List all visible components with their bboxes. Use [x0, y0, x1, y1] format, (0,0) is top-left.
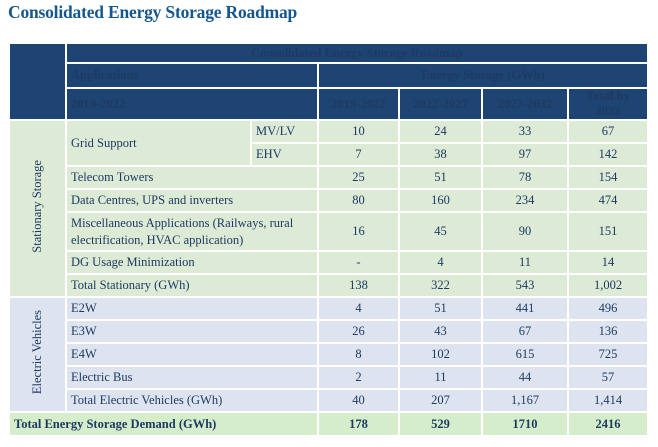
grand-total-value: 178: [317, 411, 400, 437]
cell-value: 78: [481, 165, 569, 190]
section-label-electric-vehicles: Electric Vehicles: [8, 296, 67, 413]
cell-value: 207: [398, 388, 483, 413]
cell-value: 97: [481, 142, 569, 167]
cell-value: 25: [317, 165, 400, 190]
energy-storage-roadmap-table: Consolidated Energy Storage Roadmap Appl…: [8, 42, 649, 437]
cell-application-label: DG Usage Minimization: [65, 250, 319, 275]
year-col-header: Total by 2032: [567, 87, 649, 121]
cell-application-label: Electric Bus: [65, 365, 319, 390]
cell-value: 4: [398, 250, 483, 275]
cell-value: 151: [567, 211, 649, 252]
cell-value: 322: [398, 273, 483, 298]
table-row: Stationary Storage Grid Support MV/LV 10…: [8, 119, 649, 298]
cell-value: 51: [398, 296, 483, 321]
table-row: Telecom Towers 25 51 78 154: [9, 165, 649, 190]
section-label-stationary-storage: Stationary Storage: [8, 119, 67, 298]
table-row: Electric Vehicles E2W 4 51 441 496: [8, 296, 649, 413]
table-row: E3W 26 43 67 136: [9, 319, 649, 344]
cell-value: 2: [317, 365, 400, 390]
cell-value: 154: [567, 165, 649, 190]
sidebar-header-cell: [8, 42, 67, 121]
cell-application-label: E2W: [65, 296, 319, 321]
cell-value: 8: [317, 342, 400, 367]
cell-value: 33: [481, 119, 569, 144]
cell-application-label: E4W: [65, 342, 319, 367]
cell-value: 40: [317, 388, 400, 413]
cell-value: 45: [398, 211, 483, 252]
table-row: Total Stationary (GWh) 138 322 543 1,002: [9, 273, 649, 298]
year-col-header: 2027-2032: [481, 87, 569, 121]
cell-value: 11: [398, 365, 483, 390]
cell-value: 615: [481, 342, 569, 367]
stationary-storage-vertical-label: Stationary Storage: [30, 160, 44, 253]
cell-grid-support-label: Grid Support: [65, 119, 252, 167]
cell-value: 234: [481, 188, 569, 213]
cell-value: 14: [567, 250, 649, 275]
cell-value: 138: [317, 273, 400, 298]
cell-value: 142: [567, 142, 649, 167]
cell-grid-support-sub: EHV: [250, 142, 319, 167]
grand-total-row: Total Energy Storage Demand (GWh) 178 52…: [8, 411, 649, 437]
cell-value: 67: [567, 119, 649, 144]
table-row: Miscellaneous Applications (Railways, ru…: [9, 211, 649, 252]
grand-total-label: Total Energy Storage Demand (GWh): [8, 411, 319, 437]
cell-value: 57: [567, 365, 649, 390]
applications-header: Applications: [65, 62, 319, 89]
cell-value: 26: [317, 319, 400, 344]
cell-application-label: E3W: [65, 319, 319, 344]
cell-application-label: Data Centres, UPS and inverters: [65, 188, 319, 213]
cell-value: 16: [317, 211, 400, 252]
table-banner: Consolidated Energy Storage Roadmap: [65, 42, 649, 64]
cell-grid-support-sub: MV/LV: [250, 119, 319, 144]
cell-value: 160: [398, 188, 483, 213]
cell-value: 474: [567, 188, 649, 213]
cell-value: 441: [481, 296, 569, 321]
cell-value: 496: [567, 296, 649, 321]
cell-value: 7: [317, 142, 400, 167]
cell-value: 725: [567, 342, 649, 367]
cell-value: 1,414: [567, 388, 649, 413]
cell-value: 102: [398, 342, 483, 367]
cell-value: 80: [317, 188, 400, 213]
grand-total-value: 1710: [481, 411, 569, 437]
year-col-header: 2022-2027: [398, 87, 483, 121]
cell-value: 1,002: [567, 273, 649, 298]
cell-value: -: [317, 250, 400, 275]
grand-total-value: 529: [398, 411, 483, 437]
table-row: E4W 8 102 615 725: [9, 342, 649, 367]
cell-value: 1,167: [481, 388, 569, 413]
cell-value: 67: [481, 319, 569, 344]
cell-value: 90: [481, 211, 569, 252]
cell-application-label: Telecom Towers: [65, 165, 319, 190]
energy-storage-header: Energy Storage (GWh): [317, 62, 649, 89]
cell-value: 10: [317, 119, 400, 144]
cell-value: 44: [481, 365, 569, 390]
cell-value: 136: [567, 319, 649, 344]
applications-subheader: 2019-2022: [65, 87, 319, 121]
table-row: EHV 7 38 97 142: [9, 142, 649, 167]
year-col-header: 2019-2022: [317, 87, 400, 121]
table-row: Data Centres, UPS and inverters 80 160 2…: [9, 188, 649, 213]
cell-value: 11: [481, 250, 569, 275]
table-row: Total Electric Vehicles (GWh) 40 207 1,1…: [9, 388, 649, 413]
page-title: Consolidated Energy Storage Roadmap: [8, 2, 298, 22]
cell-total-ev-label: Total Electric Vehicles (GWh): [65, 388, 319, 413]
cell-total-stationary-label: Total Stationary (GWh): [65, 273, 319, 298]
cell-value: 38: [398, 142, 483, 167]
cell-value: 543: [481, 273, 569, 298]
cell-value: 51: [398, 165, 483, 190]
cell-value: 4: [317, 296, 400, 321]
grand-total-value: 2416: [567, 411, 649, 437]
cell-application-label: Miscellaneous Applications (Railways, ru…: [65, 211, 319, 252]
table-row: Electric Bus 2 11 44 57: [9, 365, 649, 390]
electric-vehicles-vertical-label: Electric Vehicles: [30, 310, 44, 395]
cell-value: 43: [398, 319, 483, 344]
cell-value: 24: [398, 119, 483, 144]
table-row: DG Usage Minimization - 4 11 14: [9, 250, 649, 275]
